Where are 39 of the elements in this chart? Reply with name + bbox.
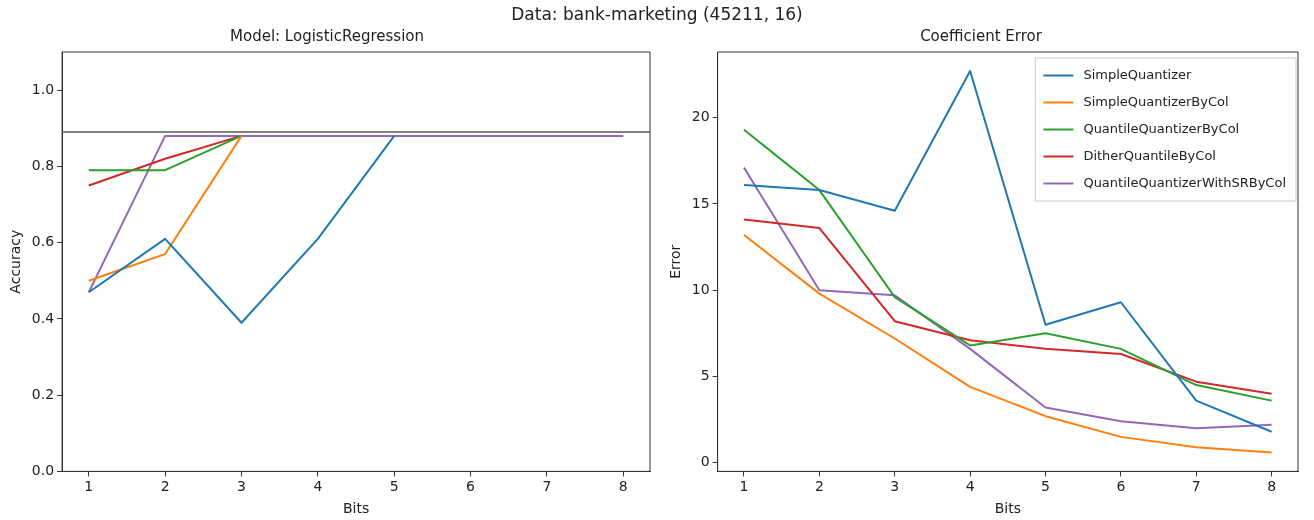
x-tick-label: 5	[389, 478, 399, 495]
y-tick-label: 0.8	[31, 157, 55, 174]
y-axis-title: Accuracy	[7, 229, 24, 294]
legend-label: QuantileQuantizerByCol	[1083, 120, 1240, 136]
chart-title: Data: bank-marketing (45211, 16)	[510, 4, 804, 24]
y-tick-label: 0.6	[31, 233, 55, 250]
x-tick-label: 7	[542, 478, 552, 495]
x-tick-label: 1	[739, 478, 749, 495]
y-axis-title: Error	[667, 244, 684, 279]
x-tick-label: 7	[1191, 478, 1201, 495]
x-tick-label: 6	[1116, 478, 1126, 495]
y-tick-label: 0.0	[31, 462, 55, 479]
x-axis-title: Bits	[342, 500, 370, 517]
y-tick-label: 15	[691, 194, 710, 211]
y-tick-label: 20	[691, 108, 710, 125]
x-tick-label: 4	[965, 478, 975, 495]
x-tick-label: 8	[618, 478, 628, 495]
x-tick-label: 5	[1041, 478, 1050, 495]
legend-label: DitherQuantileByCol	[1083, 147, 1216, 163]
chart-title: Coefficient Error	[920, 26, 1043, 45]
legend-label: SimpleQuantizer	[1083, 66, 1192, 82]
y-tick-label: 10	[691, 280, 710, 297]
x-tick-label: 1	[84, 478, 94, 495]
y-tick-label: 0	[700, 453, 710, 470]
x-tick-label: 4	[313, 478, 323, 495]
y-tick-label: 0.4	[31, 309, 55, 326]
x-tick-label: 2	[814, 478, 824, 495]
x-tick-label: 6	[466, 478, 476, 495]
x-axis-title: Bits	[994, 500, 1021, 517]
x-tick-label: 3	[890, 478, 900, 495]
x-tick-label: 8	[1267, 478, 1277, 495]
legend-label: QuantileQuantizerWithSRByCol	[1083, 174, 1286, 190]
y-tick-label: 5	[700, 367, 710, 384]
x-tick-label: 2	[160, 478, 170, 495]
legend-label: SimpleQuantizerByCol	[1083, 93, 1229, 109]
y-tick-label: 0.2	[31, 385, 55, 402]
y-tick-label: 1.0	[31, 80, 55, 97]
x-tick-label: 3	[237, 478, 246, 495]
chart-subtitle: Model: LogisticRegression	[230, 26, 424, 45]
